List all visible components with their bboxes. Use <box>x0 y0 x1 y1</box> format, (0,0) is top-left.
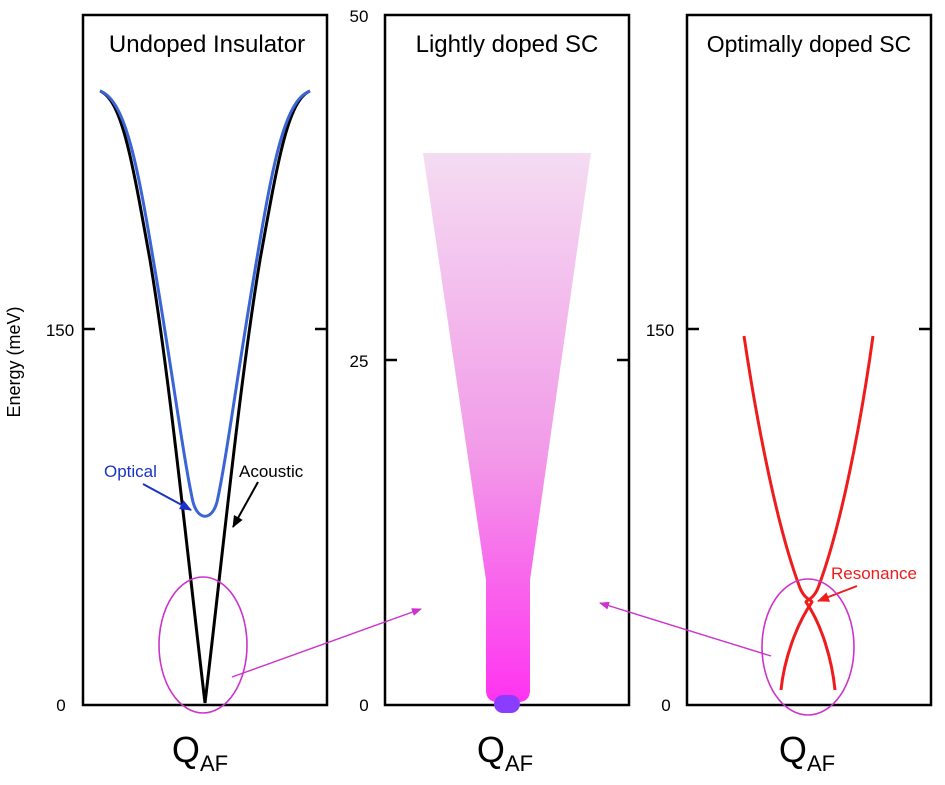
q-af-main: Q <box>477 729 505 770</box>
panel-lightly-doped: Lightly doped SC 50 25 0 QAF <box>350 7 631 776</box>
y-tick-0: 0 <box>56 696 65 715</box>
y-tick-25: 25 <box>350 352 369 371</box>
optical-branch-curve <box>99 89 311 518</box>
q-af-subscript: AF <box>505 751 533 776</box>
optical-arrow <box>142 483 192 511</box>
zoom-arrow-right <box>599 601 772 657</box>
panel-lightly-doped-xlabel: QAF <box>477 729 533 776</box>
y-tick-50: 50 <box>350 7 369 26</box>
hourglass-right-branch <box>804 335 875 691</box>
q-af-main: Q <box>172 729 200 770</box>
y-tick-0: 0 <box>359 696 368 715</box>
y-tick-150: 150 <box>46 321 74 340</box>
panel-optimally-doped-frame <box>685 13 933 707</box>
y-tick-0: 0 <box>661 696 670 715</box>
panel-undoped-xlabel: QAF <box>172 729 228 776</box>
hourglass-left-branch <box>742 335 814 691</box>
panel-lightly-doped-title: Lightly doped SC <box>416 31 599 58</box>
zoom-arrow-left <box>231 608 422 678</box>
panel-undoped: Undoped Insulator 150 0 Optical Acoustic… <box>46 13 329 776</box>
zero-energy-spot <box>494 695 520 713</box>
acoustic-branch-curve <box>99 89 311 704</box>
panel-undoped-frame <box>81 13 329 707</box>
panel-optimally-doped-xlabel: QAF <box>779 729 835 776</box>
y-axis-label: Energy (meV) <box>4 306 24 417</box>
spin-continuum-cone <box>423 153 591 702</box>
panel-optimally-doped: Optimally doped SC 150 0 Resonance QAF <box>646 13 933 776</box>
q-af-subscript: AF <box>807 751 835 776</box>
acoustic-label: Acoustic <box>239 462 304 481</box>
low-energy-highlight-ellipse <box>158 576 248 714</box>
resonance-highlight-ellipse <box>761 578 855 716</box>
y-tick-150: 150 <box>646 321 674 340</box>
q-af-subscript: AF <box>200 751 228 776</box>
resonance-label: Resonance <box>831 564 917 583</box>
panel-undoped-title: Undoped Insulator <box>109 31 305 58</box>
acoustic-arrow <box>232 481 259 528</box>
optical-label: Optical <box>104 462 157 481</box>
panel-optimally-doped-title: Optimally doped SC <box>707 31 912 57</box>
resonance-arrow <box>817 585 858 602</box>
q-af-main: Q <box>779 729 807 770</box>
